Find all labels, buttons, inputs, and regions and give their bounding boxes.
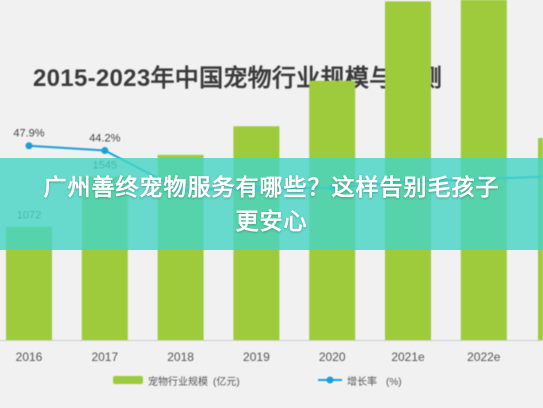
- legend-line-label: 增长率: [347, 375, 377, 388]
- line-value-label: 47.9%: [13, 128, 44, 140]
- legend-bar-unit: (亿元): [213, 375, 240, 388]
- line-value-label: 44.2%: [89, 133, 120, 145]
- growth-rate-point-2017: [101, 147, 109, 155]
- chart-title: 2015-2023年中国宠物行业规模与预测: [33, 65, 443, 92]
- x-tick-label: 2018: [167, 350, 194, 364]
- growth-rate-point-2016: [25, 142, 33, 150]
- legend-line-unit: (%): [386, 377, 402, 388]
- x-tick-label: 2016: [16, 350, 43, 364]
- headline-banner: 广州善终宠物服务有哪些？这样告别毛孩子更安心: [0, 158, 543, 250]
- x-tick-label: 2017: [91, 350, 118, 364]
- legend-bar-swatch: [113, 376, 143, 384]
- x-tick-label: 2020: [319, 350, 346, 364]
- x-tick-label: 2022e: [467, 350, 501, 364]
- x-tick-label: 2021e: [391, 350, 425, 364]
- x-tick-label: 2019: [243, 350, 270, 364]
- legend-bar-label: 宠物行业规模: [148, 375, 208, 388]
- legend-line-marker: [326, 376, 334, 384]
- headline-text: 广州善终宠物服务有哪些？这样告别毛孩子更安心: [43, 174, 500, 234]
